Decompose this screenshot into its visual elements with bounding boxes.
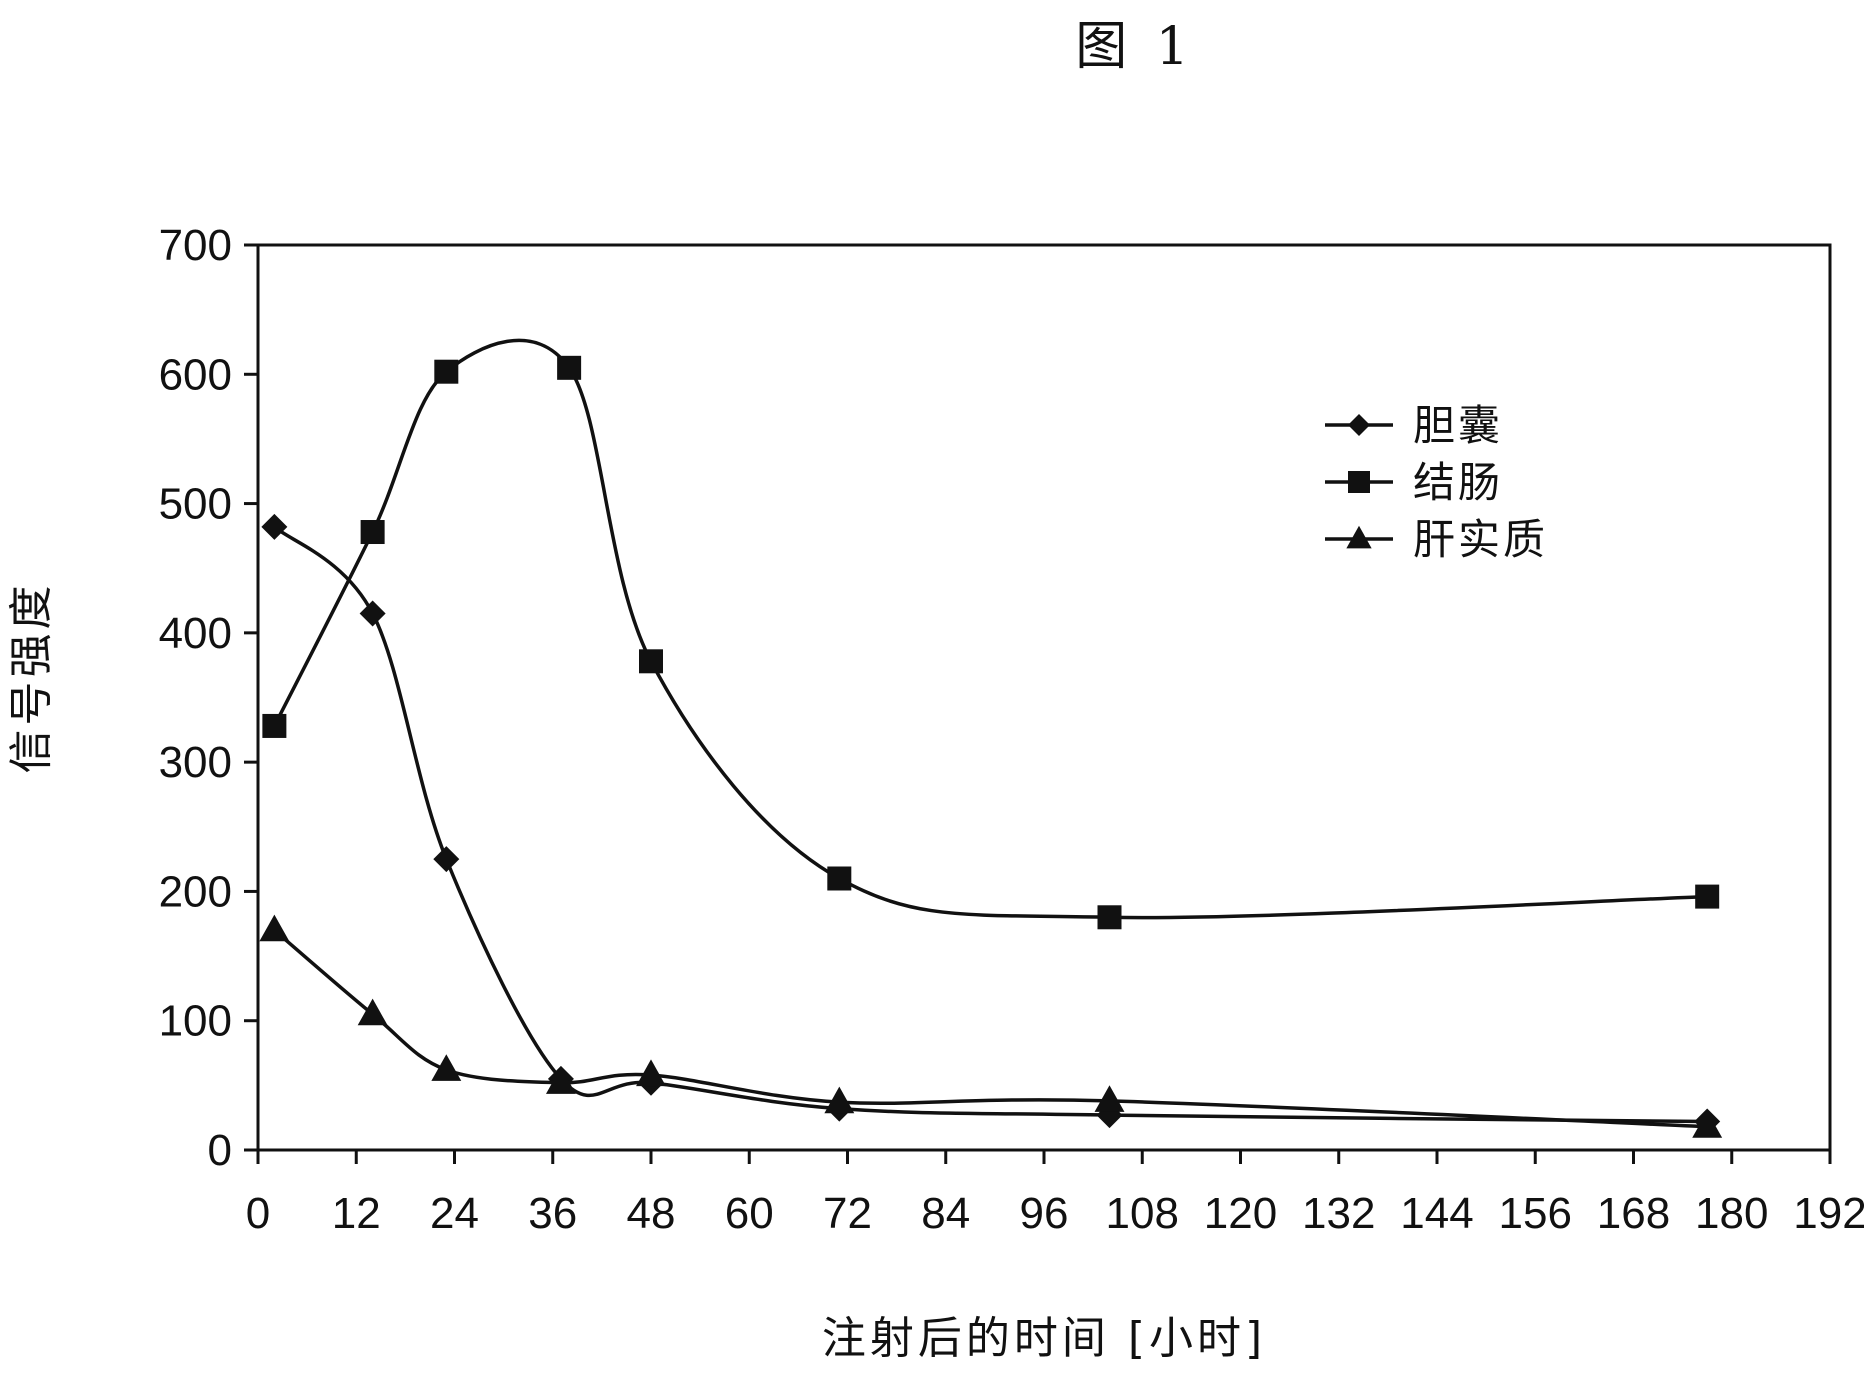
x-tick-label: 120 <box>1204 1189 1277 1238</box>
legend-item-colon: 结肠 <box>1325 458 1503 507</box>
y-tick-label: 0 <box>208 1126 232 1175</box>
series-line-gallbladder <box>274 527 1707 1122</box>
data-point-gallbladder <box>360 600 386 626</box>
data-point-gallbladder <box>433 846 459 872</box>
x-tick-label: 132 <box>1302 1189 1375 1238</box>
data-point-gallbladder <box>261 514 287 540</box>
data-point-colon <box>1098 905 1122 929</box>
legend-marker-gallbladder <box>1348 414 1370 436</box>
x-tick-label: 144 <box>1400 1189 1473 1238</box>
x-tick-label: 168 <box>1597 1189 1670 1238</box>
x-tick-label: 60 <box>725 1189 774 1238</box>
data-point-liver <box>259 915 289 942</box>
legend-marker-colon <box>1348 471 1370 493</box>
data-point-colon <box>557 356 581 380</box>
x-tick-label: 84 <box>921 1189 970 1238</box>
y-tick-label: 200 <box>159 867 232 916</box>
y-tick-label: 300 <box>159 738 232 787</box>
data-point-colon <box>262 714 286 738</box>
x-tick-label: 36 <box>528 1189 577 1238</box>
data-point-liver <box>636 1059 666 1086</box>
data-point-colon <box>827 867 851 891</box>
data-point-colon <box>1695 885 1719 909</box>
x-tick-label: 0 <box>246 1189 270 1238</box>
y-tick-label: 600 <box>159 350 232 399</box>
y-axis: 0 100 200 300 400 500 600 700 <box>159 221 258 1175</box>
data-point-colon <box>361 520 385 544</box>
x-tick-label: 180 <box>1695 1189 1768 1238</box>
x-tick-label: 72 <box>823 1189 872 1238</box>
y-tick-label: 400 <box>159 609 232 658</box>
x-tick-label: 108 <box>1106 1189 1179 1238</box>
legend-item-gallbladder: 胆囊 <box>1325 401 1503 450</box>
legend: 胆囊结肠肝实质 <box>1325 401 1548 564</box>
data-point-colon <box>434 360 458 384</box>
y-axis-title: 信号强度 <box>6 582 57 774</box>
x-axis: 0 12 24 36 48 60 72 84 96 108 120 132 144 156 168 180 19… <box>246 1150 1864 1238</box>
series-gallbladder <box>261 514 1720 1135</box>
x-tick-label: 156 <box>1499 1189 1572 1238</box>
x-axis-title: 注射后的时间 [小时] <box>822 1313 1266 1364</box>
x-tick-label: 96 <box>1020 1189 1069 1238</box>
x-tick-label: 12 <box>332 1189 381 1238</box>
x-tick-label: 192 <box>1793 1189 1864 1238</box>
data-point-liver <box>358 999 388 1026</box>
x-tick-label: 48 <box>627 1189 676 1238</box>
data-point-liver <box>431 1054 461 1081</box>
legend-label: 结肠 <box>1413 458 1503 507</box>
y-tick-label: 100 <box>159 997 232 1046</box>
data-point-colon <box>639 649 663 673</box>
legend-label: 肝实质 <box>1413 515 1548 564</box>
data-point-liver <box>1692 1111 1722 1138</box>
legend-item-liver: 肝实质 <box>1325 515 1548 564</box>
legend-marker-liver <box>1346 526 1371 549</box>
plot-border <box>258 245 1830 1150</box>
data-point-liver <box>1095 1085 1125 1112</box>
legend-label: 胆囊 <box>1413 401 1503 450</box>
plot-frame <box>258 245 1830 1150</box>
x-tick-label: 24 <box>430 1189 479 1238</box>
series-liver <box>259 915 1722 1138</box>
y-tick-label: 700 <box>159 221 232 270</box>
y-tick-label: 500 <box>159 480 232 529</box>
